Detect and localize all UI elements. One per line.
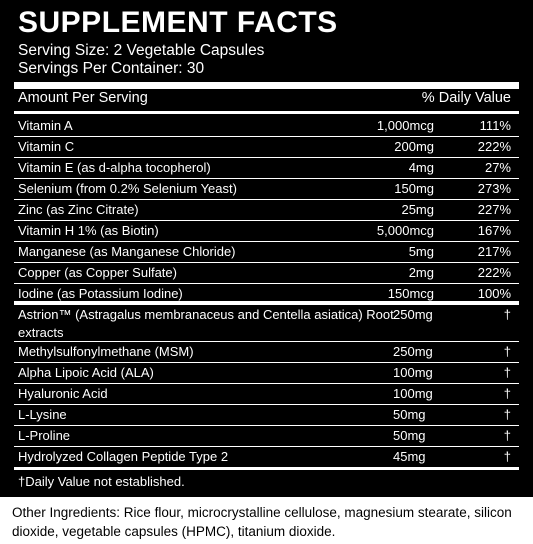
- ingredient-row: Alpha Lipoic Acid (ALA) 100mg †: [18, 363, 515, 383]
- nutrient-daily-value: 111%: [479, 118, 511, 133]
- row-divider: [14, 283, 519, 284]
- ingredient-daily-value: †: [503, 344, 511, 359]
- section-divider: [14, 301, 519, 305]
- nutrient-row: Vitamin C 200mg 222%: [18, 137, 515, 157]
- row-divider: [14, 136, 519, 137]
- row-divider: [14, 241, 519, 242]
- column-header-row: Amount Per Serving % Daily Value: [18, 88, 515, 108]
- row-divider: [14, 425, 519, 426]
- nutrient-amount: 4mg: [408, 160, 434, 175]
- row-divider: [14, 383, 519, 384]
- ingredient-name: Astrion™ (Astragalus membranaceus and Ce…: [18, 307, 394, 340]
- ingredient-daily-value: †: [503, 365, 511, 380]
- ingredient-name: Methylsulfonylmethane (MSM): [18, 344, 194, 359]
- ingredient-amount: 250mg: [393, 344, 433, 359]
- nutrient-name: Vitamin H 1% (as Biotin): [18, 223, 159, 238]
- row-divider: [14, 404, 519, 405]
- row-divider: [14, 178, 519, 179]
- ingredient-daily-value: †: [503, 386, 511, 401]
- nutrient-daily-value: 167%: [477, 223, 511, 238]
- ingredient-daily-value: †: [503, 428, 511, 443]
- row-divider: [14, 341, 519, 342]
- ingredient-amount: 45mg: [393, 449, 426, 464]
- nutrient-row: Copper (as Copper Sulfate) 2mg 222%: [18, 263, 515, 283]
- nutrient-row: Vitamin H 1% (as Biotin) 5,000mcg 167%: [18, 221, 515, 241]
- nutrient-name: Vitamin A: [18, 118, 73, 133]
- nutrient-amount: 5,000mcg: [376, 223, 434, 238]
- row-divider: [14, 157, 519, 158]
- other-ingredients: Other Ingredients: Rice flour, microcrys…: [12, 505, 512, 539]
- nutrient-row: Zinc (as Zinc Citrate) 25mg 227%: [18, 200, 515, 220]
- nutrient-row: Selenium (from 0.2% Selenium Yeast) 150m…: [18, 179, 515, 199]
- serving-size: Serving Size: 2 Vegetable Capsules: [18, 42, 265, 59]
- ingredient-name: L-Lysine: [18, 407, 67, 422]
- ingredient-amount: 50mg: [393, 407, 426, 422]
- thick-divider: [14, 82, 519, 89]
- nutrient-name: Iodine (as Potassium Iodine): [18, 286, 183, 301]
- ingredient-row: Methylsulfonylmethane (MSM) 250mg †: [18, 342, 515, 362]
- row-divider: [14, 262, 519, 263]
- nutrient-amount: 5mg: [408, 244, 434, 259]
- nutrient-name: Zinc (as Zinc Citrate): [18, 202, 139, 217]
- nutrient-daily-value: 100%: [477, 286, 511, 301]
- nutrient-row: Iodine (as Potassium Iodine) 150mcg 100%: [18, 284, 515, 304]
- ingredient-daily-value: †: [503, 449, 511, 464]
- ingredient-daily-value: †: [503, 307, 511, 322]
- nutrient-amount: 1,000mcg: [376, 118, 434, 133]
- nutrient-amount: 25mg: [401, 202, 434, 217]
- ingredient-amount: 100mg: [393, 386, 433, 401]
- daily-value-footnote: †Daily Value not established.: [18, 474, 185, 489]
- ingredient-row: Astrion™ (Astragalus membranaceus and Ce…: [18, 305, 515, 343]
- ingredient-row: L-Proline 50mg †: [18, 426, 515, 446]
- header-divider: [14, 111, 519, 114]
- nutrient-amount: 200mg: [394, 139, 434, 154]
- ingredient-amount: 50mg: [393, 428, 426, 443]
- nutrient-name: Vitamin C: [18, 139, 75, 154]
- nutrient-row: Vitamin A 1,000mcg 111%: [18, 116, 515, 136]
- row-divider: [14, 446, 519, 447]
- panel-title: SUPPLEMENT FACTS: [18, 6, 338, 39]
- ingredient-name: L-Proline: [18, 428, 71, 443]
- nutrient-daily-value: 227%: [477, 202, 511, 217]
- footer-divider: [14, 467, 519, 470]
- nutrient-amount: 150mg: [394, 181, 434, 196]
- nutrient-amount: 150mcg: [387, 286, 434, 301]
- daily-value-header: % Daily Value: [421, 90, 511, 106]
- ingredient-name: Hydrolyzed Collagen Peptide Type 2: [18, 449, 229, 464]
- nutrient-name: Manganese (as Manganese Chloride): [18, 244, 236, 259]
- servings-per-container: Servings Per Container: 30: [18, 60, 205, 77]
- ingredient-row: Hyaluronic Acid 100mg †: [18, 384, 515, 404]
- ingredient-amount: 250mg: [393, 307, 433, 322]
- supplement-facts-panel: SUPPLEMENT FACTS Serving Size: 2 Vegetab…: [0, 0, 533, 497]
- ingredient-row: L-Lysine 50mg †: [18, 405, 515, 425]
- nutrient-name: Vitamin E (as d-alpha tocopherol): [18, 160, 211, 175]
- nutrient-name: Copper (as Copper Sulfate): [18, 265, 177, 280]
- row-divider: [14, 362, 519, 363]
- nutrient-daily-value: 27%: [484, 160, 511, 175]
- row-divider: [14, 199, 519, 200]
- nutrient-row: Manganese (as Manganese Chloride) 5mg 21…: [18, 242, 515, 262]
- nutrient-daily-value: 217%: [477, 244, 511, 259]
- ingredient-name: Hyaluronic Acid: [18, 386, 108, 401]
- nutrient-daily-value: 222%: [477, 139, 511, 154]
- ingredient-name: Alpha Lipoic Acid (ALA): [18, 365, 154, 380]
- nutrient-amount: 2mg: [408, 265, 434, 280]
- ingredient-amount: 100mg: [393, 365, 433, 380]
- nutrient-daily-value: 273%: [477, 181, 511, 196]
- amount-per-serving-header: Amount Per Serving: [18, 90, 148, 106]
- nutrient-name: Selenium (from 0.2% Selenium Yeast): [18, 181, 237, 196]
- nutrient-daily-value: 222%: [477, 265, 511, 280]
- ingredient-row: Hydrolyzed Collagen Peptide Type 2 45mg …: [18, 447, 515, 467]
- nutrient-row: Vitamin E (as d-alpha tocopherol) 4mg 27…: [18, 158, 515, 178]
- row-divider: [14, 220, 519, 221]
- ingredient-daily-value: †: [503, 407, 511, 422]
